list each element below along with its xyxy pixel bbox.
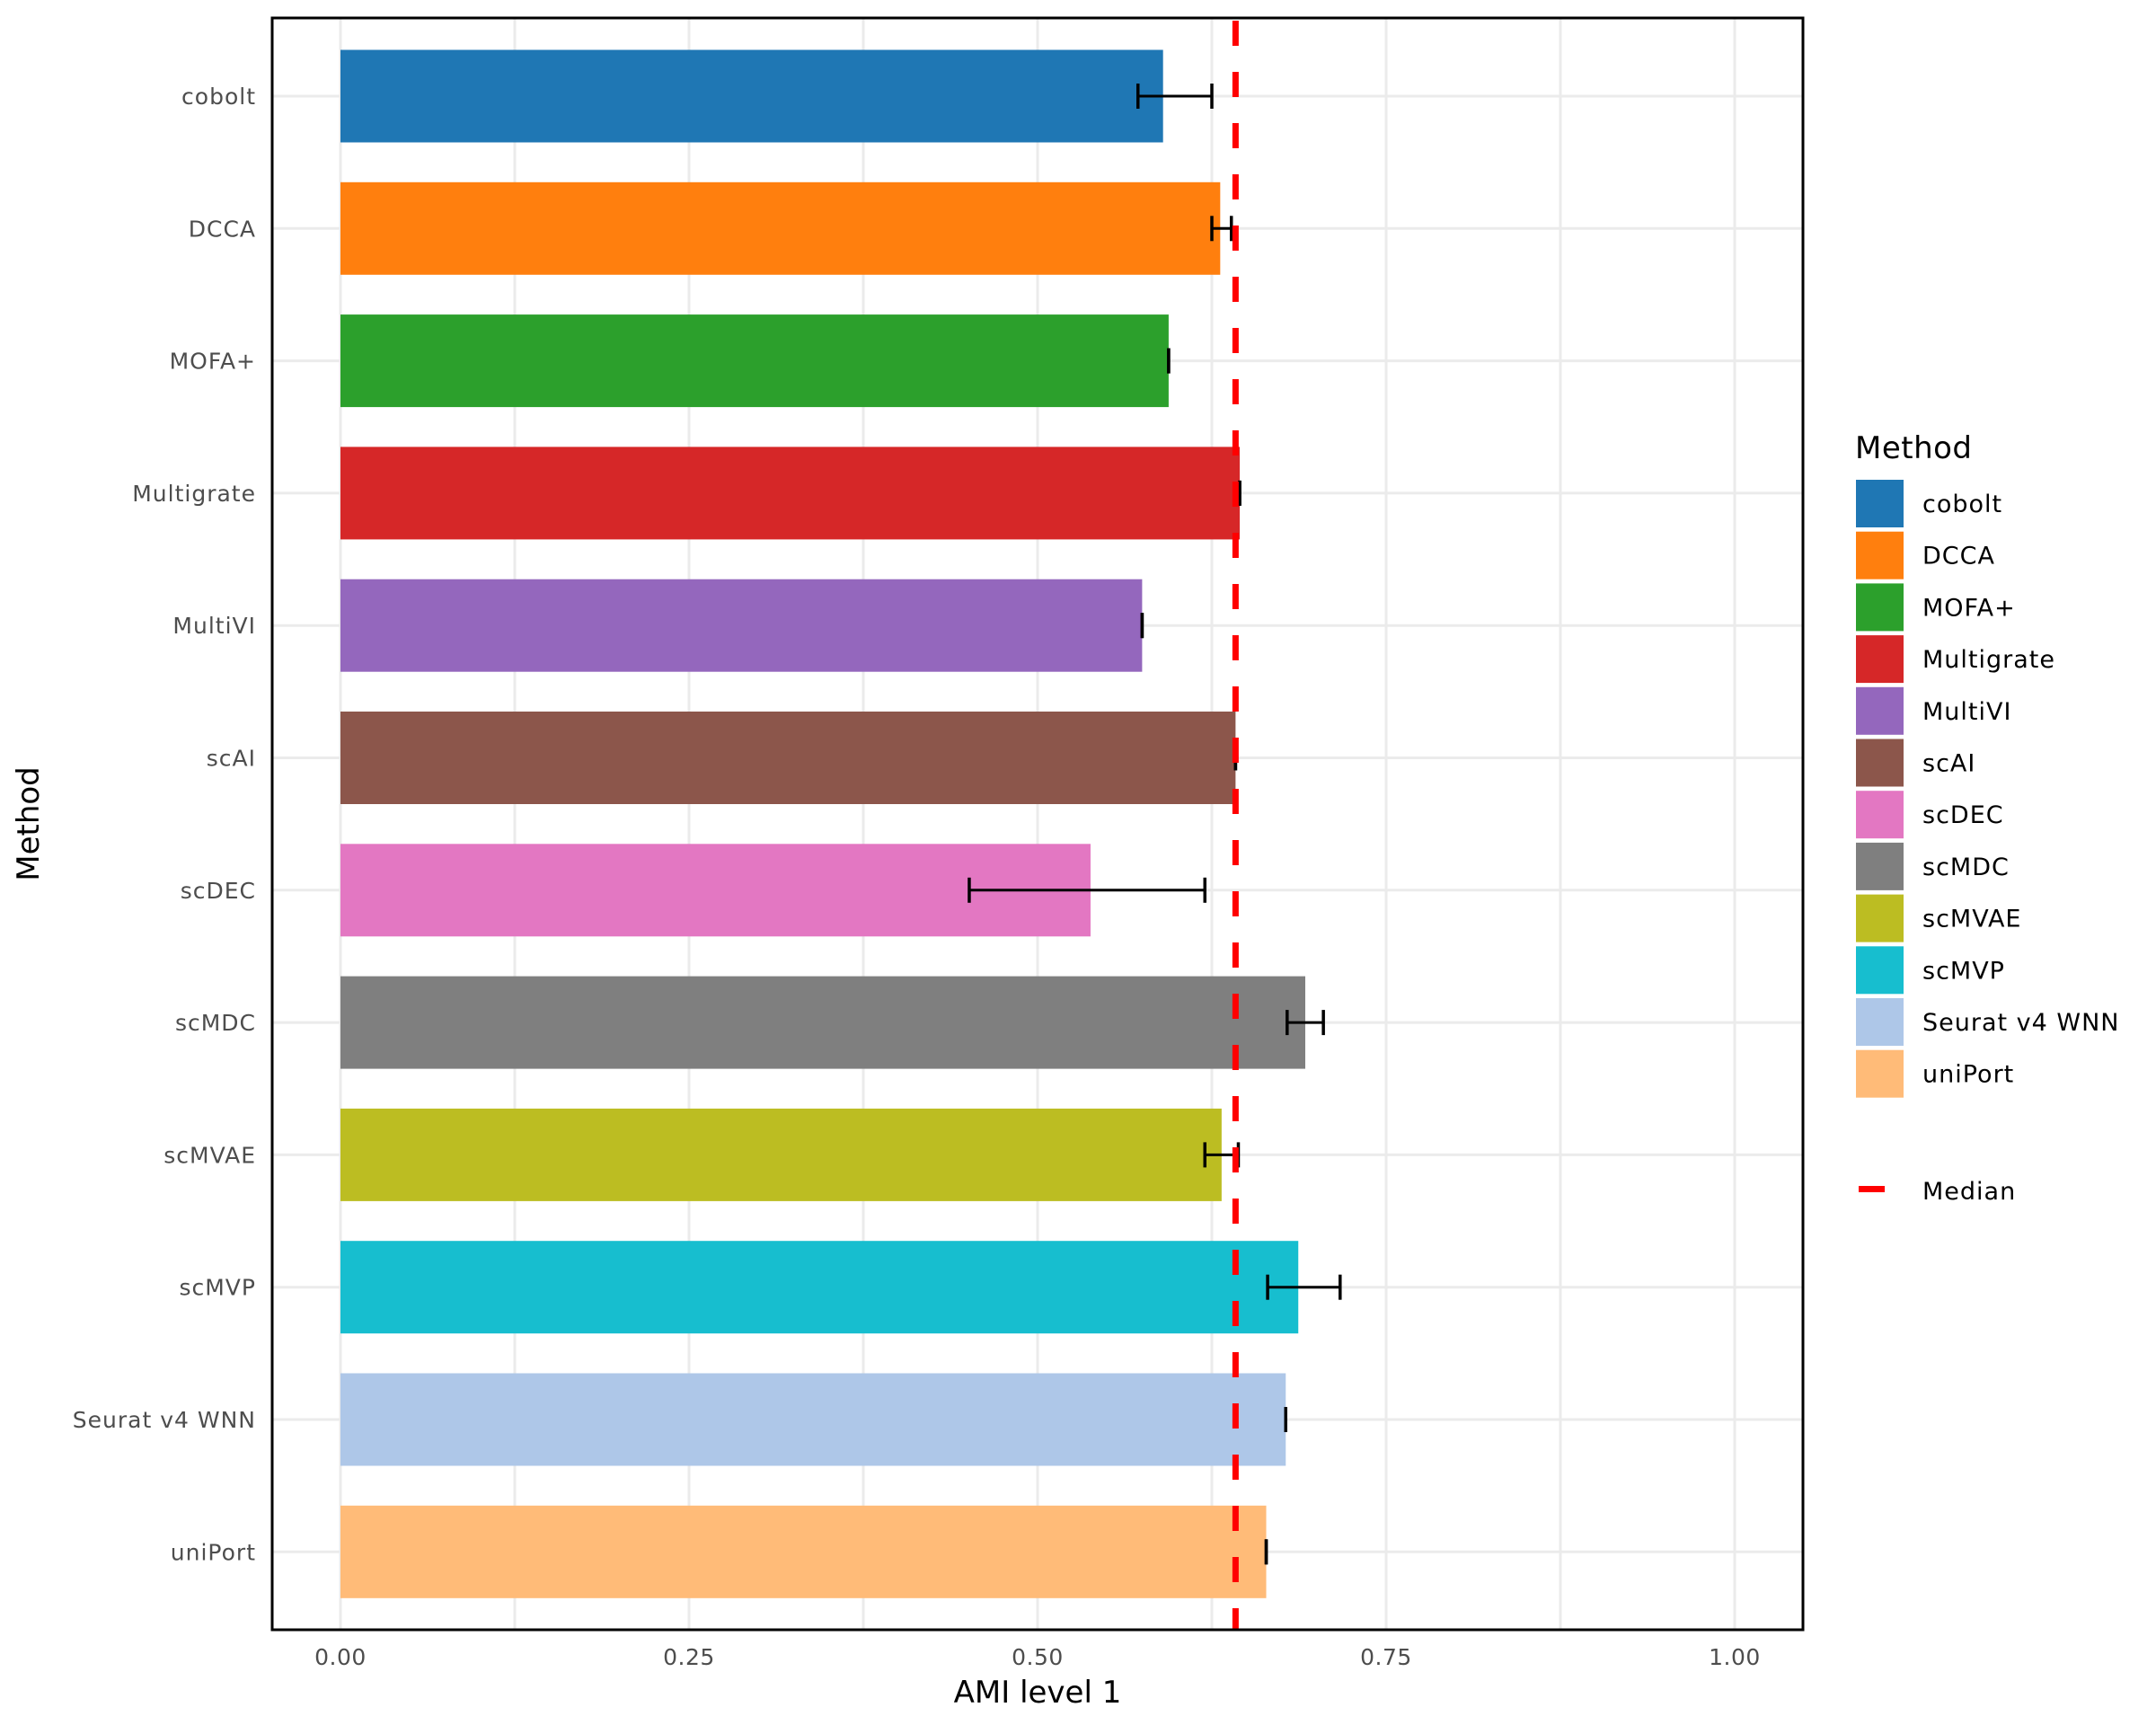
legend-label: MOFA+ bbox=[1922, 594, 2016, 622]
bar-scmdc bbox=[340, 976, 1305, 1069]
legend-items: cobolt DCCA MOFA+ Multigrate MultiVI scAI scDE… bbox=[1856, 480, 2120, 1098]
bar-multivi bbox=[340, 579, 1143, 672]
bar-mofa- bbox=[340, 314, 1169, 408]
legend-title: Method bbox=[1855, 430, 1973, 466]
x-axis-title: AMI level 1 bbox=[954, 1675, 1122, 1711]
y-tick-label: scMDC bbox=[175, 1010, 256, 1036]
legend-key bbox=[1856, 894, 1904, 942]
y-tick-labels: cobolt DCCA MOFA+ Multigrate MultiVI scAI scDE… bbox=[73, 84, 256, 1565]
bar-dcca bbox=[340, 181, 1221, 275]
legend-label: Seurat v4 WNN bbox=[1922, 1009, 2120, 1037]
error-bar bbox=[1210, 216, 1233, 242]
legend-key bbox=[1856, 791, 1904, 839]
legend-key bbox=[1856, 583, 1904, 632]
x-tick-labels: 0.00 0.25 0.50 0.75 1.00 bbox=[314, 1644, 1761, 1670]
legend-label: DCCA bbox=[1922, 543, 1995, 571]
bar-scmvp bbox=[340, 1241, 1299, 1334]
y-tick-label: MultiVI bbox=[172, 613, 256, 639]
y-tick-label: scAI bbox=[207, 746, 256, 772]
bar-scmvae bbox=[340, 1108, 1222, 1201]
bar-multigrate bbox=[340, 447, 1241, 540]
y-tick-label: cobolt bbox=[181, 84, 256, 110]
bar-cobolt bbox=[340, 49, 1163, 143]
legend-label: scDEC bbox=[1922, 801, 2004, 829]
legend-key bbox=[1856, 998, 1904, 1046]
legend-key bbox=[1856, 531, 1904, 579]
error-bar bbox=[1286, 1010, 1325, 1036]
y-tick-label: uniPort bbox=[171, 1539, 256, 1565]
error-bars-group bbox=[968, 84, 1342, 1565]
legend-label: scMVAE bbox=[1922, 906, 2021, 933]
legend-key bbox=[1856, 480, 1904, 527]
legend-label: uniPort bbox=[1922, 1061, 2014, 1089]
x-tick-label: 0.00 bbox=[314, 1644, 367, 1670]
error-bar bbox=[968, 877, 1206, 903]
x-tick-label: 1.00 bbox=[1709, 1644, 1761, 1670]
legend-key bbox=[1856, 1049, 1904, 1098]
y-tick-label: MOFA+ bbox=[170, 349, 256, 375]
y-tick-label: scMVP bbox=[179, 1275, 256, 1301]
x-tick-label: 0.25 bbox=[663, 1644, 715, 1670]
y-tick-label: Multigrate bbox=[132, 481, 256, 507]
y-tick-label: scMVAE bbox=[163, 1142, 256, 1168]
legend-key bbox=[1856, 635, 1904, 684]
bar-seurat-v4-wnn bbox=[340, 1373, 1286, 1466]
y-tick-label: Seurat v4 WNN bbox=[73, 1407, 256, 1433]
legend-label: cobolt bbox=[1922, 491, 2002, 518]
error-bar bbox=[1135, 84, 1214, 109]
y-tick-label: scDEC bbox=[181, 878, 256, 904]
legend-key bbox=[1856, 739, 1904, 787]
bars-group bbox=[340, 49, 1305, 1598]
legend: Method cobolt DCCA MOFA+ Multigrate MultiVI s… bbox=[1855, 430, 2120, 1206]
legend-label: Multigrate bbox=[1922, 646, 2055, 674]
legend-label: scMVP bbox=[1922, 957, 2005, 985]
bar-scai bbox=[340, 712, 1236, 804]
legend-median-key bbox=[1859, 1186, 1885, 1192]
legend-label: MultiVI bbox=[1922, 698, 2011, 726]
y-tick-label: DCCA bbox=[189, 216, 256, 242]
legend-label: scMDC bbox=[1922, 854, 2010, 881]
x-tick-label: 0.50 bbox=[1012, 1644, 1064, 1670]
legend-key bbox=[1856, 946, 1904, 995]
legend-label: scAI bbox=[1922, 750, 1975, 778]
x-tick-label: 0.75 bbox=[1360, 1644, 1412, 1670]
y-axis-title: Method bbox=[11, 766, 47, 881]
error-bar bbox=[1266, 1274, 1342, 1300]
legend-median-label: Median bbox=[1922, 1178, 2016, 1206]
plot-border bbox=[270, 16, 1805, 1632]
legend-key bbox=[1856, 686, 1904, 735]
bar-uniport bbox=[340, 1505, 1267, 1598]
legend-key bbox=[1856, 842, 1904, 890]
bar-scdec bbox=[340, 844, 1091, 937]
